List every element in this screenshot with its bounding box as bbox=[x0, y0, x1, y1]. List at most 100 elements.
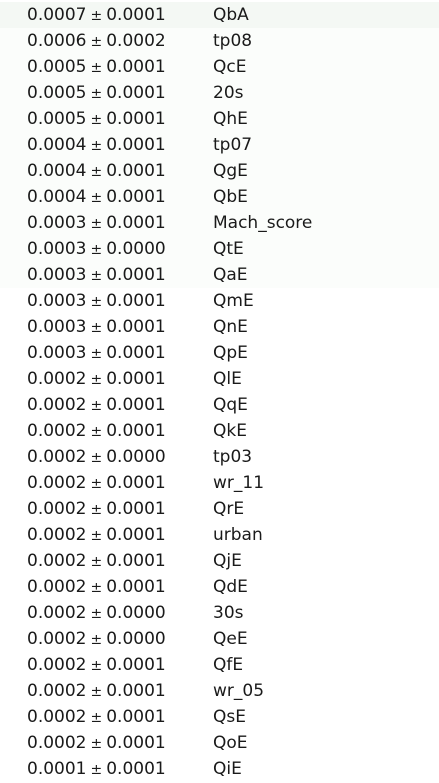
weight-cell: 0.0003 ±0.0001 bbox=[27, 340, 166, 366]
table-row: 0.0002 ±0.0001 QsE bbox=[0, 704, 439, 730]
table-row: 0.0003 ±0.0001 QpE bbox=[0, 340, 439, 366]
table-row: 0.0002 ±0.0001 QdE bbox=[0, 574, 439, 600]
feature-name: QsE bbox=[213, 707, 246, 727]
feature-name: QdE bbox=[213, 577, 248, 597]
weight-cell: 0.0003 ±0.0000 bbox=[27, 236, 166, 262]
weight-value: 0.0003 bbox=[27, 213, 87, 233]
weight-value: 0.0006 bbox=[27, 31, 87, 51]
weight-cell: 0.0002 ±0.0001 bbox=[27, 704, 166, 730]
plus-minus-sign: ± bbox=[90, 60, 103, 76]
feature-name: QhE bbox=[213, 109, 248, 129]
weight-cell: 0.0002 ±0.0001 bbox=[27, 470, 166, 496]
std-value: 0.0001 bbox=[106, 759, 166, 779]
weight-cell: 0.0003 ±0.0001 bbox=[27, 288, 166, 314]
std-value: 0.0001 bbox=[106, 343, 166, 363]
plus-minus-sign: ± bbox=[90, 762, 103, 778]
weight-value: 0.0004 bbox=[27, 187, 87, 207]
feature-name: QaE bbox=[213, 265, 248, 285]
feature-name: wr_05 bbox=[213, 681, 265, 701]
plus-minus-sign: ± bbox=[90, 190, 103, 206]
weight-cell: 0.0002 ±0.0001 bbox=[27, 574, 166, 600]
std-value: 0.0001 bbox=[106, 395, 166, 415]
table-row: 0.0002 ±0.0001 QfE bbox=[0, 652, 439, 678]
weight-value: 0.0002 bbox=[27, 499, 87, 519]
table-row: 0.0002 ±0.0000 30s bbox=[0, 600, 439, 626]
feature-name: QkE bbox=[213, 421, 247, 441]
table-row: 0.0004 ±0.0001 tp07 bbox=[0, 132, 439, 158]
plus-minus-sign: ± bbox=[90, 34, 103, 50]
weight-value: 0.0002 bbox=[27, 395, 87, 415]
weight-value: 0.0005 bbox=[27, 83, 87, 103]
weight-value: 0.0004 bbox=[27, 135, 87, 155]
std-value: 0.0001 bbox=[106, 525, 166, 545]
weight-value: 0.0003 bbox=[27, 239, 87, 259]
plus-minus-sign: ± bbox=[90, 216, 103, 232]
std-value: 0.0001 bbox=[106, 57, 166, 77]
feature-name: QrE bbox=[213, 499, 245, 519]
feature-name: QmE bbox=[213, 291, 254, 311]
feature-name: QiE bbox=[213, 759, 242, 779]
table-row: 0.0002 ±0.0000 QeE bbox=[0, 626, 439, 652]
plus-minus-sign: ± bbox=[90, 580, 103, 596]
table-row: 0.0003 ±0.0001 QnE bbox=[0, 314, 439, 340]
table-row: 0.0002 ±0.0001 QlE bbox=[0, 366, 439, 392]
table-row: 0.0001 ±0.0001 QiE bbox=[0, 756, 439, 782]
weight-value: 0.0002 bbox=[27, 655, 87, 675]
weight-cell: 0.0002 ±0.0000 bbox=[27, 626, 166, 652]
std-value: 0.0001 bbox=[106, 655, 166, 675]
feature-name: QtE bbox=[213, 239, 244, 259]
weight-value: 0.0002 bbox=[27, 577, 87, 597]
std-value: 0.0001 bbox=[106, 577, 166, 597]
table-row: 0.0002 ±0.0001 urban bbox=[0, 522, 439, 548]
weight-value: 0.0002 bbox=[27, 473, 87, 493]
weight-value: 0.0002 bbox=[27, 525, 87, 545]
weight-value: 0.0002 bbox=[27, 447, 87, 467]
feature-name: QlE bbox=[213, 369, 242, 389]
weight-cell: 0.0002 ±0.0001 bbox=[27, 730, 166, 756]
weight-value: 0.0003 bbox=[27, 265, 87, 285]
std-value: 0.0001 bbox=[106, 369, 166, 389]
plus-minus-sign: ± bbox=[90, 112, 103, 128]
weight-cell: 0.0005 ±0.0001 bbox=[27, 54, 166, 80]
weight-value: 0.0002 bbox=[27, 629, 87, 649]
feature-name: QbA bbox=[213, 5, 249, 25]
feature-name: QjE bbox=[213, 551, 242, 571]
feature-name: QbE bbox=[213, 187, 248, 207]
table-row: 0.0003 ±0.0000 QtE bbox=[0, 236, 439, 262]
weight-cell: 0.0001 ±0.0001 bbox=[27, 756, 166, 782]
weight-value: 0.0002 bbox=[27, 551, 87, 571]
plus-minus-sign: ± bbox=[90, 528, 103, 544]
plus-minus-sign: ± bbox=[90, 736, 103, 752]
plus-minus-sign: ± bbox=[90, 424, 103, 440]
std-value: 0.0000 bbox=[106, 603, 166, 623]
plus-minus-sign: ± bbox=[90, 502, 103, 518]
weight-value: 0.0003 bbox=[27, 291, 87, 311]
weight-cell: 0.0002 ±0.0001 bbox=[27, 392, 166, 418]
weight-value: 0.0003 bbox=[27, 343, 87, 363]
plus-minus-sign: ± bbox=[90, 320, 103, 336]
std-value: 0.0001 bbox=[106, 733, 166, 753]
table-row: 0.0002 ±0.0001 QqE bbox=[0, 392, 439, 418]
weight-cell: 0.0002 ±0.0000 bbox=[27, 600, 166, 626]
feature-name: QfE bbox=[213, 655, 244, 675]
plus-minus-sign: ± bbox=[90, 606, 103, 622]
plus-minus-sign: ± bbox=[90, 138, 103, 154]
std-value: 0.0001 bbox=[106, 265, 166, 285]
feature-name: Mach_score bbox=[213, 213, 313, 233]
weight-cell: 0.0004 ±0.0001 bbox=[27, 158, 166, 184]
weight-value: 0.0007 bbox=[27, 5, 87, 25]
std-value: 0.0001 bbox=[106, 499, 166, 519]
weight-cell: 0.0003 ±0.0001 bbox=[27, 210, 166, 236]
std-value: 0.0001 bbox=[106, 135, 166, 155]
plus-minus-sign: ± bbox=[90, 684, 103, 700]
feature-name: urban bbox=[213, 525, 263, 545]
std-value: 0.0001 bbox=[106, 681, 166, 701]
std-value: 0.0001 bbox=[106, 707, 166, 727]
table-row: 0.0003 ±0.0001 QaE bbox=[0, 262, 439, 288]
weight-value: 0.0005 bbox=[27, 57, 87, 77]
table-row: 0.0002 ±0.0001 wr_11 bbox=[0, 470, 439, 496]
plus-minus-sign: ± bbox=[90, 398, 103, 414]
weight-cell: 0.0006 ±0.0002 bbox=[27, 28, 166, 54]
weight-cell: 0.0004 ±0.0001 bbox=[27, 184, 166, 210]
